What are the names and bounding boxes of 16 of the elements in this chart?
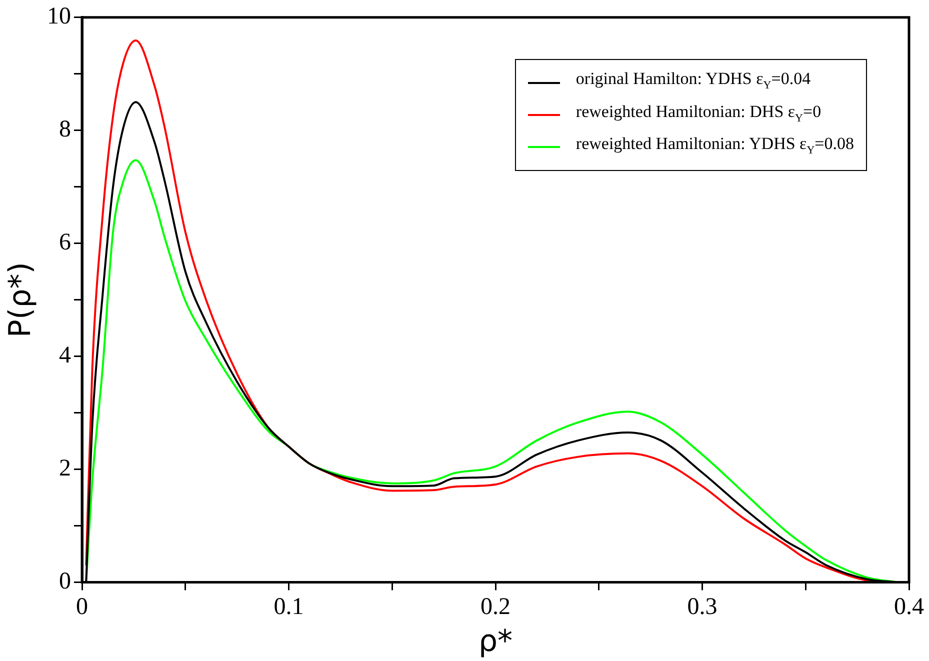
legend-label: reweighted Hamiltonian: DHS ε$_{Y}$=0: [576, 100, 822, 126]
y-tick-label: 0: [59, 568, 71, 594]
x-tick-label: 0: [76, 594, 88, 620]
legend-label: reweighted Hamiltonian: YDHS ε$_{Y}$=0.08: [576, 133, 854, 159]
y-tick-label: 10: [47, 4, 71, 30]
x-tick-label: 0.2: [480, 594, 510, 620]
legend-label: original Hamilton: YDHS ε$_{Y}$=0.04: [576, 68, 811, 94]
y-tick-label: 2: [59, 456, 71, 482]
y-tick-label: 4: [59, 342, 71, 369]
y-axis-title: P(ρ*): [2, 262, 38, 338]
y-tick-label: 6: [59, 230, 71, 256]
x-axis-title: ρ*: [478, 624, 513, 659]
y-tick-label: 8: [59, 116, 71, 143]
x-tick-label: 0.3: [687, 594, 718, 620]
x-tick-label: 0.4: [894, 594, 924, 620]
x-tick-label: 0.1: [274, 594, 304, 620]
